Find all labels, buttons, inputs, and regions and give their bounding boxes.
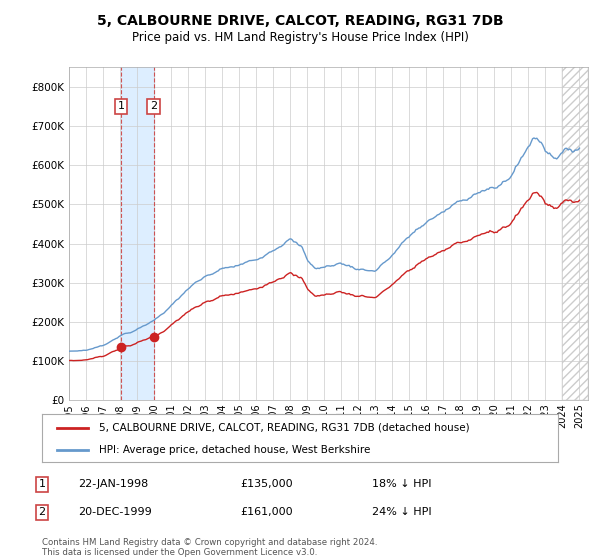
Text: 5, CALBOURNE DRIVE, CALCOT, READING, RG31 7DB (detached house): 5, CALBOURNE DRIVE, CALCOT, READING, RG3… bbox=[99, 423, 469, 433]
Text: 2: 2 bbox=[38, 507, 46, 517]
Bar bbox=[562, 67, 588, 400]
Text: 1: 1 bbox=[118, 101, 125, 111]
Bar bbox=[121, 67, 154, 400]
Text: 5, CALBOURNE DRIVE, CALCOT, READING, RG31 7DB: 5, CALBOURNE DRIVE, CALCOT, READING, RG3… bbox=[97, 14, 503, 28]
Text: 1: 1 bbox=[38, 479, 46, 489]
Text: 2: 2 bbox=[150, 101, 157, 111]
Text: Contains HM Land Registry data © Crown copyright and database right 2024.
This d: Contains HM Land Registry data © Crown c… bbox=[42, 538, 377, 557]
Text: 22-JAN-1998: 22-JAN-1998 bbox=[78, 479, 148, 489]
Text: Price paid vs. HM Land Registry's House Price Index (HPI): Price paid vs. HM Land Registry's House … bbox=[131, 31, 469, 44]
Text: 20-DEC-1999: 20-DEC-1999 bbox=[78, 507, 152, 517]
Text: 24% ↓ HPI: 24% ↓ HPI bbox=[372, 507, 431, 517]
Text: 18% ↓ HPI: 18% ↓ HPI bbox=[372, 479, 431, 489]
Text: HPI: Average price, detached house, West Berkshire: HPI: Average price, detached house, West… bbox=[99, 445, 370, 455]
Text: £161,000: £161,000 bbox=[240, 507, 293, 517]
Text: £135,000: £135,000 bbox=[240, 479, 293, 489]
